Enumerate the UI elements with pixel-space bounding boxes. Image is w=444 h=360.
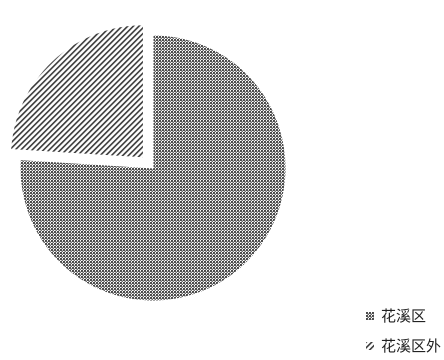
legend-entry-2: 花溪区外 — [366, 337, 441, 355]
legend-swatch-dots — [366, 312, 374, 320]
legend-label-1: 花溪区 — [381, 307, 426, 325]
legend-swatch-hatch — [366, 342, 374, 350]
legend: 花溪区 花溪区外 — [366, 307, 441, 355]
pie-slice-huaxi — [19, 34, 287, 302]
pie-slice-outside-huaxi — [10, 24, 144, 159]
pie-slices — [10, 24, 287, 302]
legend-entry-1: 花溪区 — [366, 307, 426, 325]
legend-label-2: 花溪区外 — [381, 337, 441, 355]
